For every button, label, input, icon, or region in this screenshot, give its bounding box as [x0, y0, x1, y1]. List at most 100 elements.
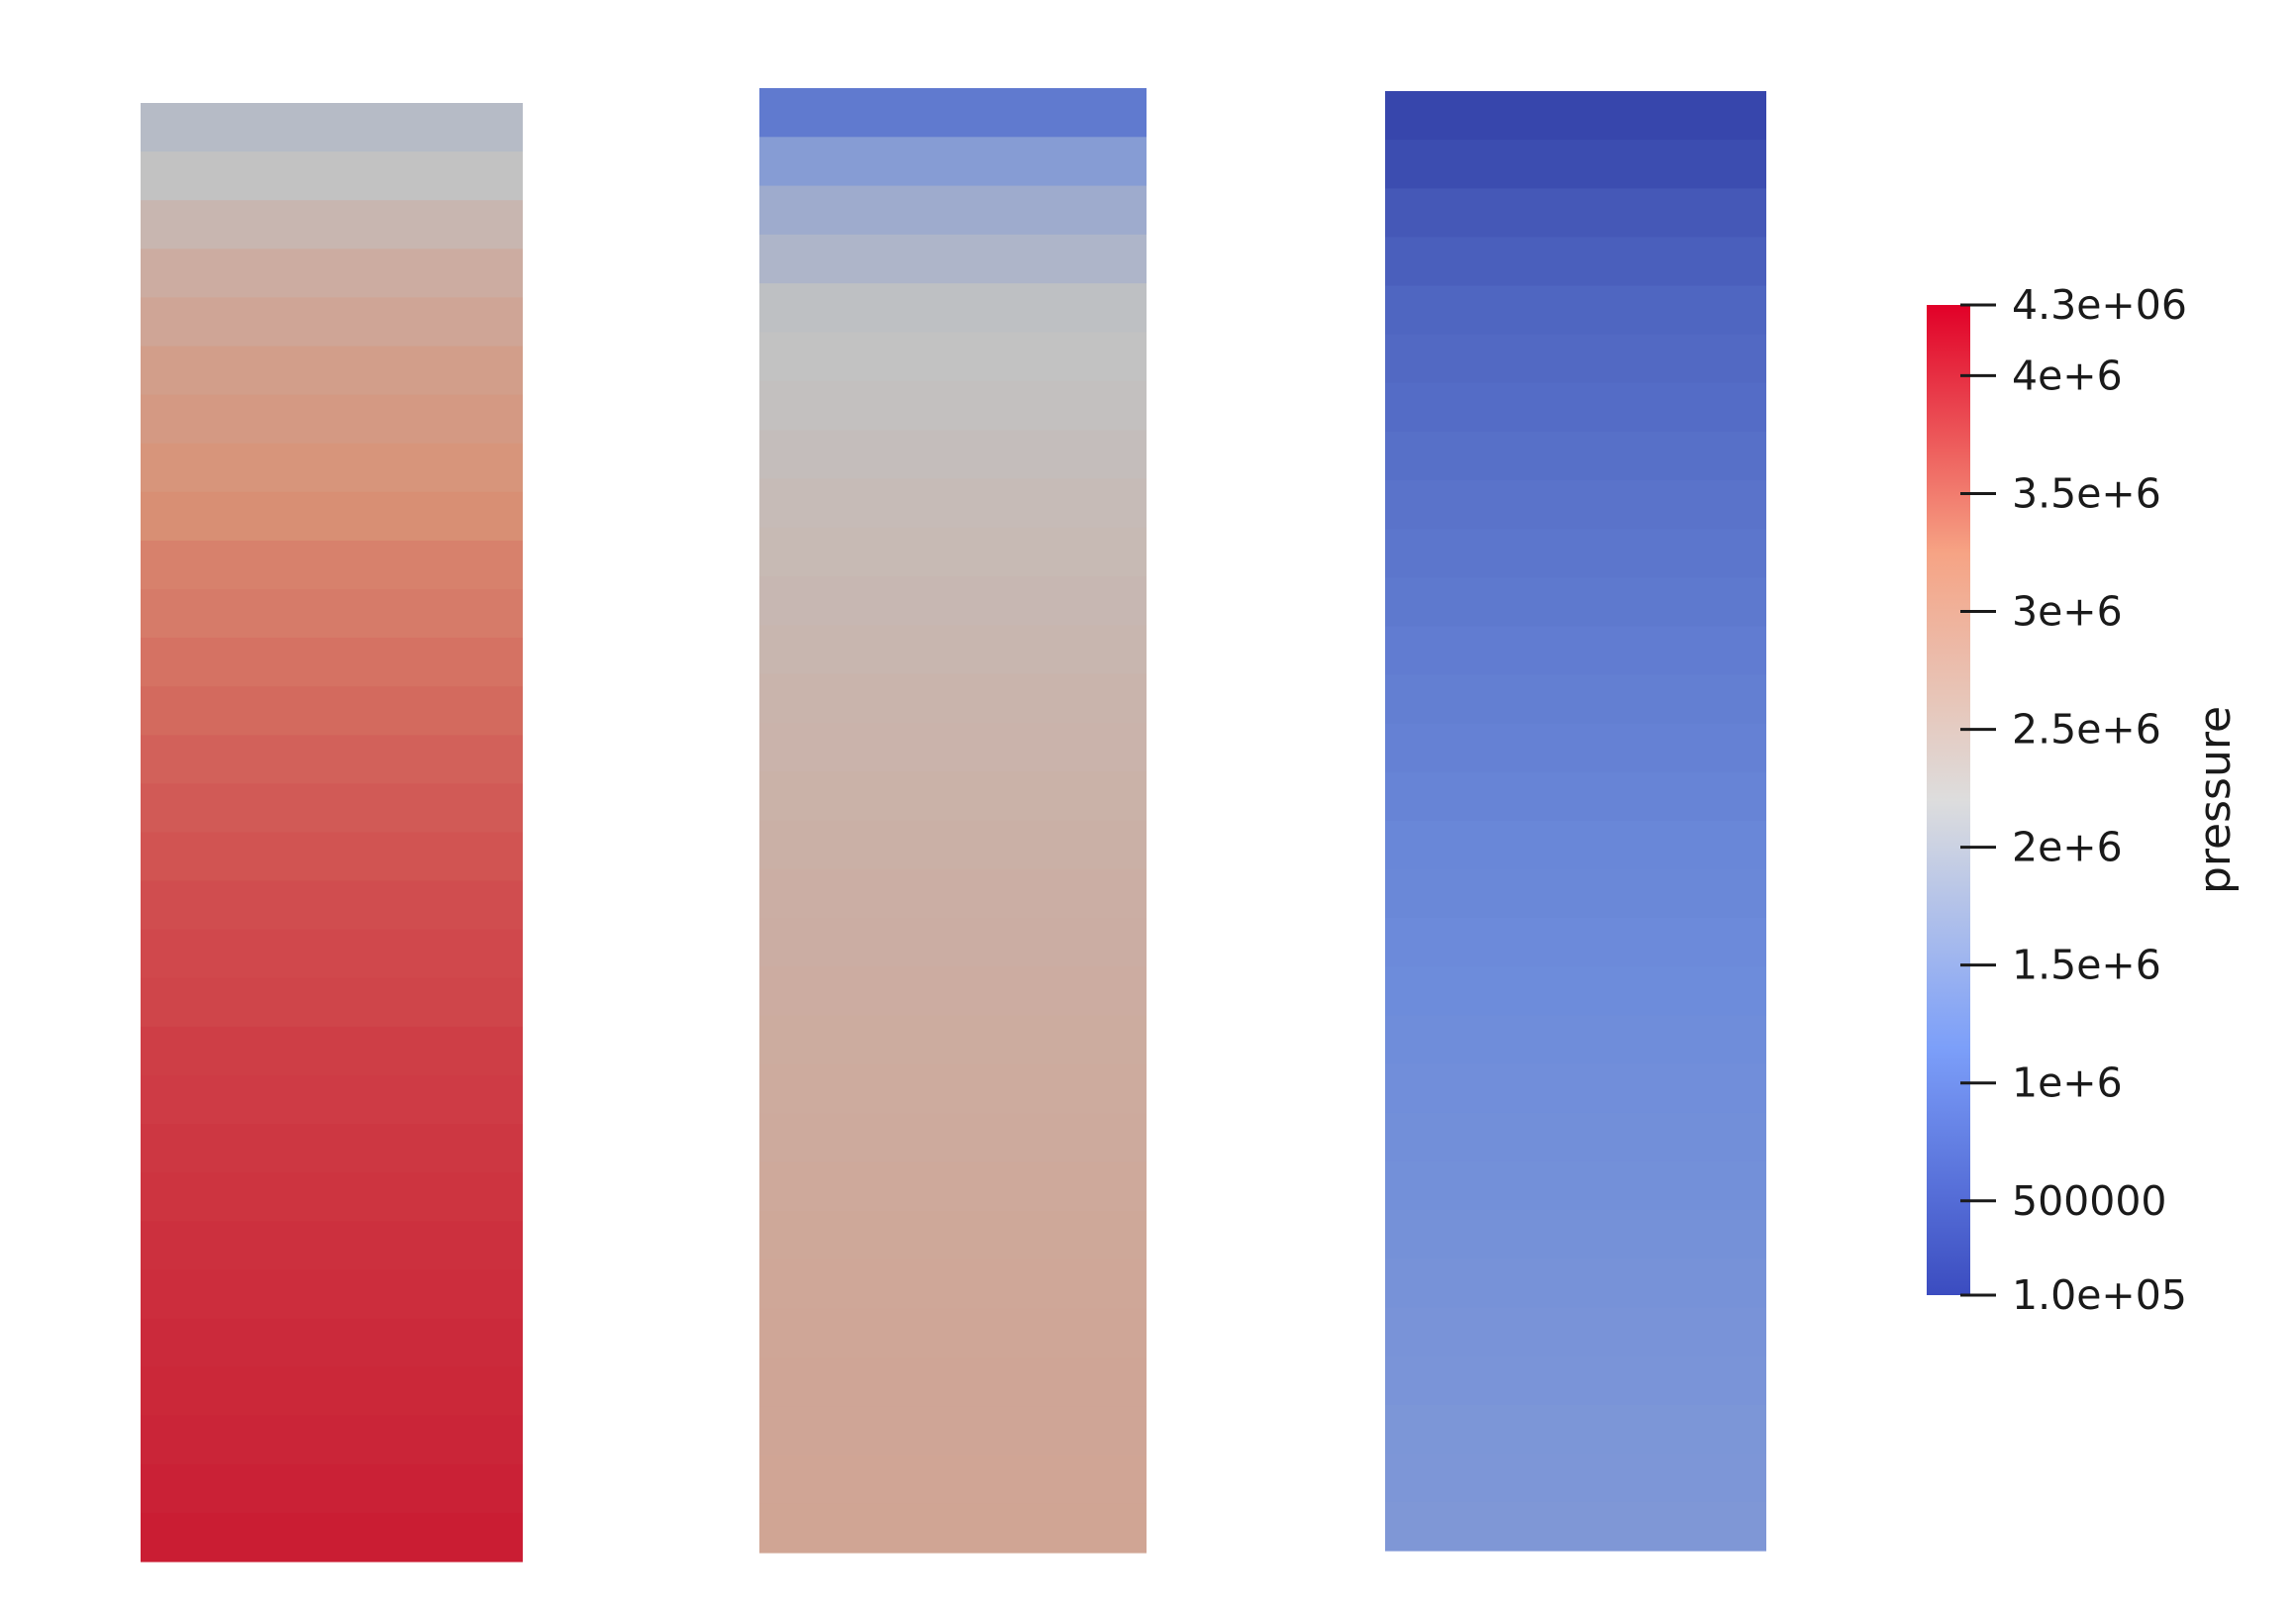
column-3-cell: [1385, 723, 1766, 773]
column-2-cell: [759, 430, 1147, 479]
column-2-cell: [759, 966, 1147, 1017]
column-1-cell: [141, 1269, 523, 1320]
colorbar-tick-label: 4.3e+06: [2012, 281, 2187, 329]
column-2-cell: [759, 1357, 1147, 1407]
column-2-cell: [759, 1015, 1147, 1065]
column-2-cell: [759, 576, 1147, 626]
column-3-cell: [1385, 1307, 1766, 1358]
column-2-cell: [759, 1064, 1147, 1114]
colorbar-tick-label: 4e+6: [2012, 352, 2123, 399]
column-2-cell: [759, 185, 1147, 236]
column-3-cell: [1385, 1210, 1766, 1259]
column-2-cell: [759, 234, 1147, 284]
column-3-cell: [1385, 1259, 1766, 1308]
column-3-cell: [1385, 382, 1766, 433]
colorbar-tick-label: 1.0e+05: [2012, 1271, 2187, 1319]
pressure-columns: [141, 88, 1766, 1562]
colorbar-tick-label: 2.5e+6: [2012, 706, 2161, 754]
column-3-cell: [1385, 1112, 1766, 1162]
colorbar-gradient: [1927, 305, 1970, 1295]
column-1-cell: [141, 1318, 523, 1368]
colorbar-tick-label: 500000: [2012, 1177, 2167, 1225]
column-2-cell: [759, 1113, 1147, 1163]
column-3-cell: [1385, 626, 1766, 676]
column-3-cell: [1385, 1453, 1766, 1503]
colorbar-title: pressure: [2190, 706, 2241, 894]
pressure-column-3: [1385, 91, 1766, 1552]
column-1-cell: [141, 735, 523, 784]
column-2-cell: [759, 820, 1147, 870]
column-2-cell: [759, 1259, 1147, 1310]
column-1-cell: [141, 686, 523, 736]
column-3-cell: [1385, 334, 1766, 384]
pressure-column-2: [759, 88, 1147, 1554]
column-1-cell: [141, 1463, 523, 1514]
column-1-cell: [141, 832, 523, 882]
column-1-cell: [141, 977, 523, 1028]
column-3-cell: [1385, 140, 1766, 189]
column-2-cell: [759, 868, 1147, 919]
colorbar-ticks: 4.3e+06 4e+6 3.5e+6 3e+6 2.5e+6 2e+6 1.5e+6 1e+…: [1960, 281, 2187, 1319]
column-1-cell: [141, 880, 523, 931]
column-1-cell: [141, 346, 523, 396]
colorbar-tick-label: 3e+6: [2012, 588, 2123, 636]
column-3-cell: [1385, 966, 1766, 1017]
column-2-cell: [759, 918, 1147, 967]
column-3-cell: [1385, 480, 1766, 530]
column-2-cell: [759, 1308, 1147, 1359]
column-2-cell: [759, 1406, 1147, 1456]
colorbar: 4.3e+06 4e+6 3.5e+6 3e+6 2.5e+6 2e+6 1.5e+6 1e+…: [1927, 281, 2241, 1319]
column-2-cell: [759, 527, 1147, 577]
column-3-cell: [1385, 771, 1766, 822]
colorbar-tick-label: 2e+6: [2012, 824, 2123, 871]
column-2-cell: [759, 478, 1147, 529]
column-1-cell: [141, 200, 523, 250]
column-1-cell: [141, 1512, 523, 1562]
column-1-cell: [141, 1415, 523, 1465]
column-3-cell: [1385, 674, 1766, 725]
column-3-cell: [1385, 91, 1766, 141]
column-1-cell: [141, 1172, 523, 1222]
column-1-cell: [141, 638, 523, 687]
column-1-cell: [141, 443, 523, 493]
column-1-cell: [141, 540, 523, 590]
column-2-cell: [759, 673, 1147, 724]
column-3-cell: [1385, 1063, 1766, 1114]
column-1-cell: [141, 1124, 523, 1173]
column-3-cell: [1385, 237, 1766, 287]
column-1-cell: [141, 491, 523, 542]
column-2-cell: [759, 137, 1147, 187]
column-3-cell: [1385, 188, 1766, 238]
column-2-cell: [759, 1161, 1147, 1212]
column-3-cell: [1385, 918, 1766, 967]
column-1-cell: [141, 1221, 523, 1270]
column-1-cell: [141, 783, 523, 834]
column-2-cell: [759, 283, 1147, 334]
column-1-cell: [141, 589, 523, 639]
column-1-cell: [141, 1026, 523, 1076]
column-1-cell: [141, 151, 523, 201]
column-3-cell: [1385, 1404, 1766, 1455]
pressure-column-1: [141, 103, 523, 1562]
column-3-cell: [1385, 1356, 1766, 1406]
column-2-cell: [759, 1455, 1147, 1505]
column-3-cell: [1385, 1501, 1766, 1552]
column-2-cell: [759, 88, 1147, 138]
column-3-cell: [1385, 285, 1766, 336]
colorbar-tick-label: 3.5e+6: [2012, 469, 2161, 517]
column-3-cell: [1385, 869, 1766, 919]
column-1-cell: [141, 929, 523, 979]
colorbar-tick-label: 1e+6: [2012, 1059, 2123, 1107]
column-3-cell: [1385, 431, 1766, 481]
column-3-cell: [1385, 1160, 1766, 1211]
column-2-cell: [759, 1503, 1147, 1554]
column-2-cell: [759, 332, 1147, 382]
column-3-cell: [1385, 1015, 1766, 1065]
column-3-cell: [1385, 529, 1766, 578]
colorbar-tick-label: 1.5e+6: [2012, 942, 2161, 989]
column-2-cell: [759, 1210, 1147, 1260]
column-1-cell: [141, 1366, 523, 1417]
column-1-cell: [141, 1075, 523, 1125]
column-2-cell: [759, 625, 1147, 675]
